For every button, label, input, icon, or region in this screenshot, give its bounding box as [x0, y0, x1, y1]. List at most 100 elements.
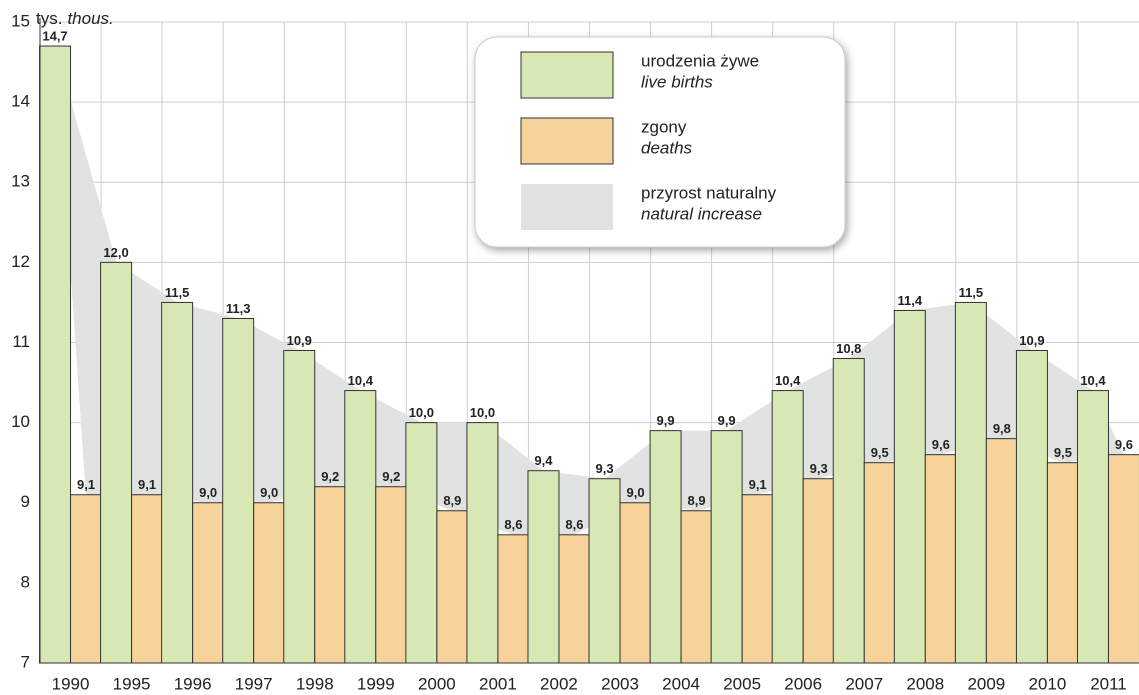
legend-swatch	[520, 117, 614, 165]
y-unit: tys. thous.	[36, 9, 114, 28]
bar	[466, 422, 499, 664]
bar	[253, 502, 286, 664]
value-label: 9,1	[77, 477, 95, 492]
x-tick-label: 2005	[723, 674, 761, 693]
bar	[375, 486, 408, 664]
value-label: 9,6	[932, 437, 950, 452]
x-tick-label: 2002	[540, 674, 578, 693]
x-tick-label: 2009	[967, 674, 1005, 693]
value-label: 10,9	[287, 333, 312, 348]
x-tick-label: 2001	[479, 674, 517, 693]
x-tick-label: 2008	[906, 674, 944, 693]
value-label: 9,1	[749, 477, 767, 492]
legend-label-en: live births	[641, 72, 713, 91]
value-label: 11,3	[226, 301, 251, 316]
x-tick-label: 2007	[845, 674, 883, 693]
legend-label: urodzenia żywe	[641, 51, 759, 70]
bar	[954, 301, 987, 664]
legend-label: przyrost naturalny	[641, 183, 777, 202]
x-tick-label: 1996	[174, 674, 212, 693]
x-tick-label: 1998	[296, 674, 334, 693]
y-tick-label: 15	[11, 11, 30, 30]
value-label: 10,8	[836, 341, 861, 356]
bar	[222, 317, 255, 664]
value-label: 10,9	[1019, 333, 1044, 348]
value-label: 9,0	[626, 485, 644, 500]
bar	[863, 462, 896, 664]
value-label: 8,9	[443, 493, 461, 508]
y-tick-label: 11	[12, 332, 30, 351]
bar	[893, 309, 926, 664]
bar	[1076, 390, 1109, 664]
bar	[39, 45, 72, 664]
legend-swatch	[520, 51, 614, 99]
value-label: 9,9	[657, 413, 675, 428]
x-tick-label: 1999	[357, 674, 395, 693]
bar	[100, 261, 133, 664]
bar	[314, 486, 347, 664]
value-label: 9,4	[534, 453, 553, 468]
bar	[283, 350, 316, 664]
value-label: 9,9	[718, 413, 736, 428]
bar	[497, 534, 530, 664]
bar	[405, 422, 438, 664]
bar	[527, 470, 560, 664]
bar	[1046, 462, 1079, 664]
bar	[924, 454, 957, 664]
value-label: 10,0	[409, 405, 434, 420]
x-tick-label: 1997	[235, 674, 273, 693]
x-tick-label: 2010	[1029, 674, 1067, 693]
legend-label: zgony	[641, 117, 687, 136]
value-label: 9,5	[1054, 445, 1072, 460]
bar	[1015, 350, 1048, 664]
value-label: 9,2	[382, 469, 400, 484]
x-tick-label: 2000	[418, 674, 456, 693]
bar	[619, 502, 652, 664]
value-label: 10,4	[775, 373, 801, 388]
value-label: 9,3	[810, 461, 828, 476]
bar	[985, 438, 1018, 664]
legend-label-en: deaths	[641, 138, 693, 157]
value-label: 9,5	[871, 445, 889, 460]
x-tick-label: 2004	[662, 674, 700, 693]
y-unit-en: thous.	[67, 9, 113, 28]
bar	[1107, 454, 1139, 664]
y-tick-label: 8	[21, 572, 30, 591]
value-label: 9,0	[260, 485, 278, 500]
x-tick-label: 1995	[113, 674, 151, 693]
bar	[558, 534, 591, 664]
value-label: 10,0	[470, 405, 495, 420]
y-tick-label: 14	[11, 92, 30, 111]
value-label: 11,5	[165, 285, 190, 300]
y-tick-label: 9	[21, 492, 30, 511]
value-label: 12,0	[103, 245, 128, 260]
y-tick-label: 7	[21, 652, 30, 671]
x-tick-label: 2003	[601, 674, 639, 693]
x-tick-label: 1990	[52, 674, 90, 693]
value-label: 9,6	[1115, 437, 1133, 452]
value-label: 14,7	[42, 28, 67, 43]
bar	[771, 390, 804, 664]
y-tick-label: 13	[11, 172, 30, 191]
bar	[70, 494, 103, 664]
bar	[192, 502, 225, 664]
bar	[741, 494, 774, 664]
x-tick-label: 2006	[784, 674, 822, 693]
y-unit-pl: tys.	[36, 9, 62, 28]
value-label: 9,0	[199, 485, 217, 500]
bar	[832, 358, 865, 664]
bar	[344, 390, 377, 664]
bar	[649, 430, 682, 664]
bar	[710, 430, 743, 664]
legend-swatch	[521, 184, 613, 230]
bar	[436, 510, 469, 664]
legend-label-en: natural increase	[641, 204, 762, 223]
y-tick-label: 12	[11, 252, 30, 271]
bar	[588, 478, 621, 664]
bar	[131, 494, 164, 664]
value-label: 9,2	[321, 469, 339, 484]
x-tick-label: 2011	[1090, 674, 1127, 693]
bar	[802, 478, 835, 664]
value-label: 11,4	[898, 293, 923, 308]
